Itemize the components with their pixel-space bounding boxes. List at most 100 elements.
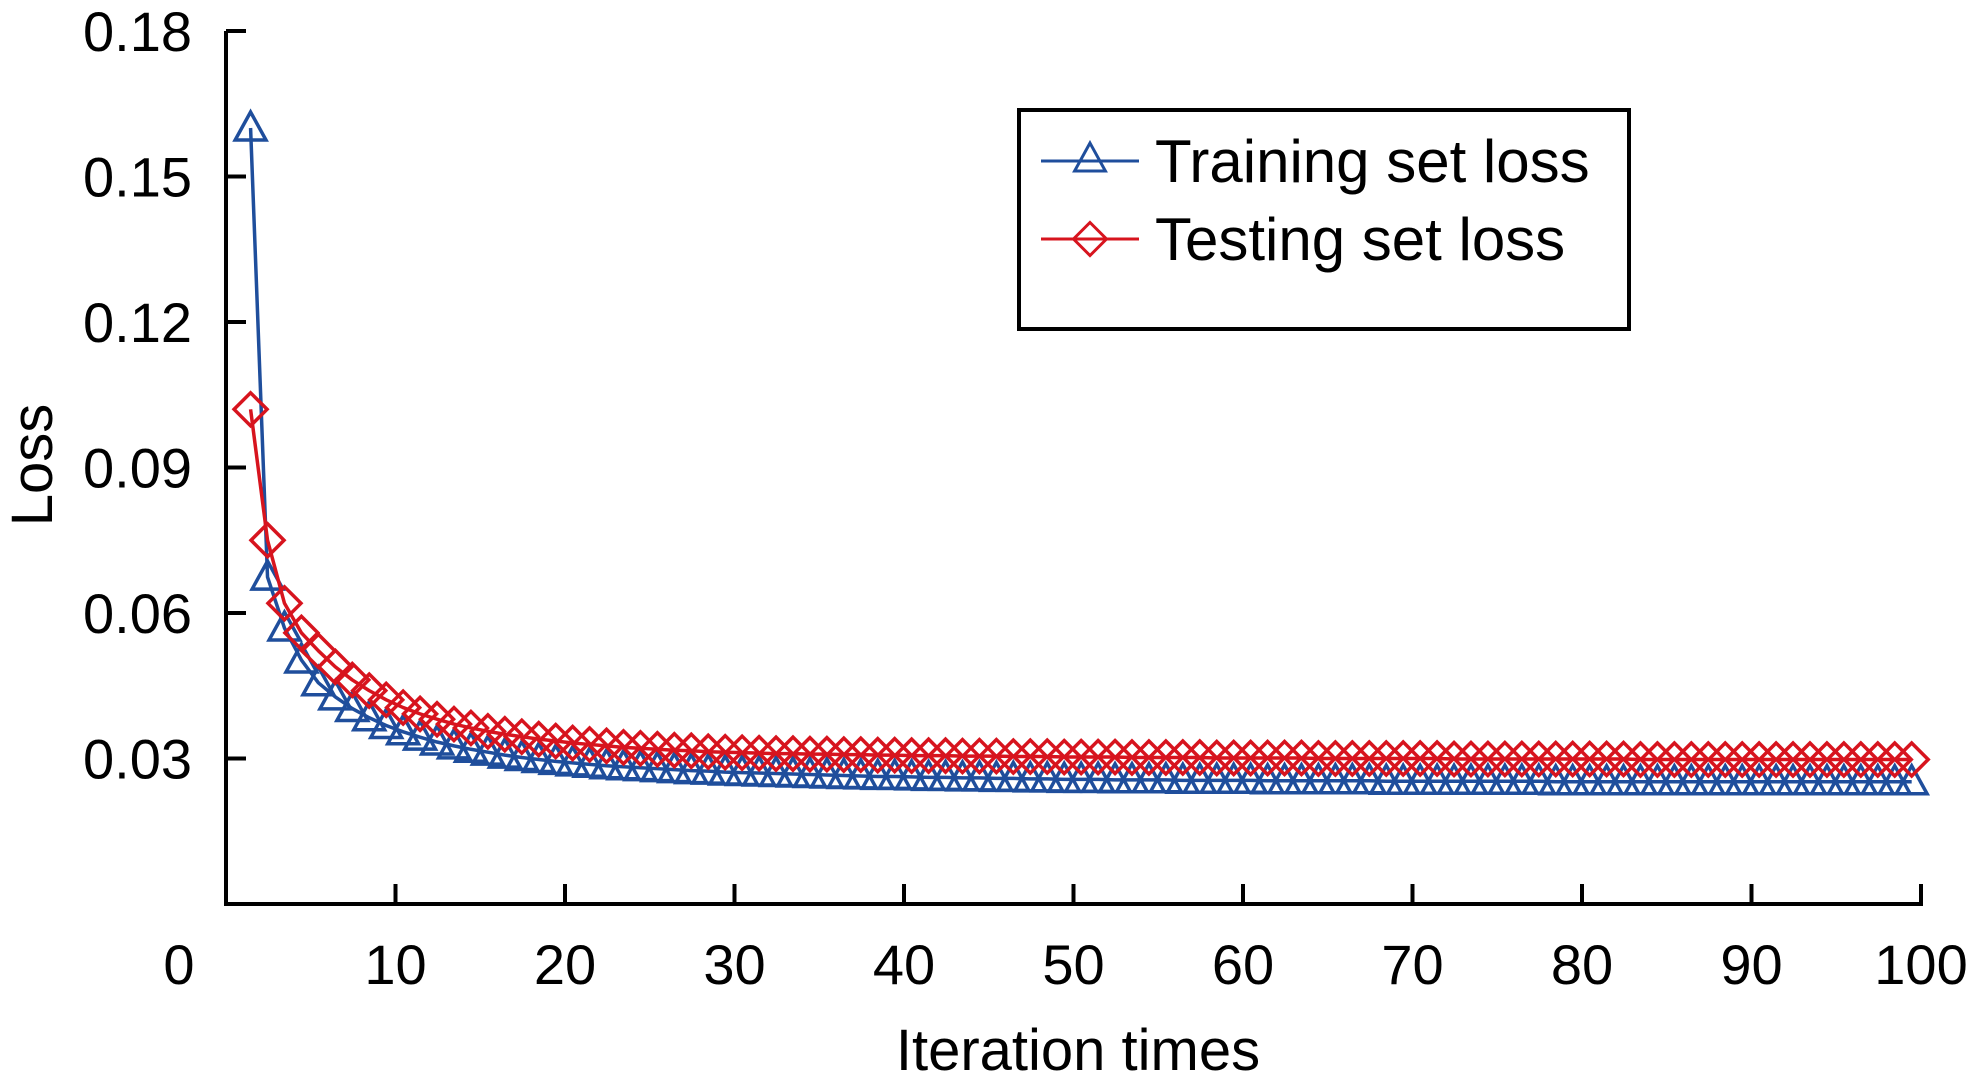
diamond-marker	[1367, 739, 1406, 778]
diamond-marker	[1045, 738, 1084, 777]
diamond-marker	[943, 737, 982, 776]
diamond-marker	[1163, 738, 1202, 777]
x-tick-label: 90	[1720, 933, 1782, 996]
diamond-marker	[604, 728, 643, 767]
diamond-marker	[1638, 740, 1677, 779]
diamond-marker	[1723, 740, 1762, 779]
triangle-marker	[1893, 762, 1931, 796]
diamond-marker	[977, 737, 1016, 776]
x-tick-label: 80	[1551, 933, 1613, 996]
diamond-marker	[1519, 740, 1558, 778]
diamond-marker	[1096, 738, 1135, 777]
series-training	[232, 108, 1931, 796]
diamond-marker	[1028, 737, 1067, 776]
diamond-marker	[892, 736, 931, 775]
diamond-marker	[1299, 739, 1338, 778]
diamond-marker	[1146, 738, 1185, 777]
diamond-marker	[316, 647, 355, 686]
triangle-marker	[232, 108, 269, 142]
triangle-marker	[452, 729, 490, 764]
legend-item-testing: Testing set loss	[1041, 206, 1565, 273]
diamond-marker	[1079, 738, 1118, 777]
diamond-marker	[960, 737, 999, 776]
triangle-marker	[571, 744, 608, 779]
x-tick-label: 60	[1212, 933, 1274, 996]
diamond-marker	[1621, 740, 1660, 779]
y-axis-title: Loss	[0, 404, 65, 527]
series-line	[248, 127, 1912, 784]
y-tick-label: 0.03	[83, 728, 192, 791]
diamond-marker	[1740, 740, 1779, 779]
triangle-marker	[300, 663, 337, 697]
diamond-marker	[1807, 740, 1846, 779]
x-tick-label: 0	[163, 933, 194, 996]
diamond-marker	[1180, 738, 1219, 777]
triangle-marker	[639, 749, 676, 783]
triangle-marker	[486, 735, 524, 769]
diamond-marker	[519, 720, 558, 759]
diamond-marker	[1333, 739, 1372, 778]
triangle-marker	[333, 688, 371, 723]
diamond-marker	[265, 584, 304, 623]
diamond-marker	[502, 717, 541, 756]
triangle-marker	[554, 743, 591, 777]
diamond-marker	[807, 735, 846, 774]
diamond-marker	[1841, 740, 1880, 779]
series-testing	[231, 390, 1931, 779]
diamond-marker	[1350, 739, 1389, 778]
diamond-marker	[1418, 739, 1457, 778]
legend: Training set loss Testing set loss	[1017, 108, 1631, 331]
y-tick-label: 0.12	[83, 291, 192, 354]
diamond-marker	[231, 390, 270, 429]
diamond-marker	[1655, 740, 1694, 779]
diamond-marker	[909, 736, 948, 775]
diamond-marker	[841, 735, 880, 774]
x-tick-label: 50	[1042, 933, 1104, 996]
diamond-marker	[1265, 739, 1304, 777]
diamond-marker	[1197, 739, 1236, 777]
y-ticks: 0.03 0.06 0.09 0.12 0.15 0.18	[83, 0, 246, 791]
diamond-marker	[672, 731, 711, 770]
diamond-marker	[723, 733, 762, 772]
y-tick-label: 0.06	[83, 582, 192, 645]
diamond-marker	[1502, 740, 1541, 778]
diamond-marker	[1570, 740, 1609, 778]
diamond-marker	[994, 737, 1033, 776]
triangle-marker	[435, 726, 473, 760]
diamond-marker	[1452, 740, 1490, 778]
diamond-marker	[926, 736, 965, 775]
triangle-marker	[418, 722, 456, 756]
triangle-marker	[384, 712, 422, 746]
diamond-marker	[774, 734, 812, 773]
triangle-marker	[605, 747, 642, 781]
diamond-marker	[706, 733, 745, 772]
diamond-marker	[1706, 740, 1745, 779]
triangle-marker	[689, 751, 727, 785]
x-tick-label: 70	[1381, 933, 1443, 996]
y-tick-label: 0.15	[83, 146, 192, 209]
diamond-marker	[1672, 740, 1711, 779]
x-tick-label: 20	[534, 933, 596, 996]
diamond-marker	[333, 660, 372, 699]
x-tick-label: 100	[1874, 933, 1967, 996]
triangle-marker	[503, 737, 541, 772]
diamond-marker	[1129, 738, 1168, 777]
diamond-marker	[638, 730, 677, 769]
triangle-marker	[537, 741, 575, 776]
y-tick-label: 0.09	[83, 437, 192, 500]
diamond-marker	[1875, 740, 1914, 779]
legend-label-training: Training set loss	[1155, 128, 1590, 195]
diamond-marker	[875, 736, 914, 775]
triangle-marker	[655, 750, 693, 784]
triangle-marker	[401, 717, 439, 751]
diamond-marker	[790, 735, 829, 774]
diamond-marker	[536, 722, 575, 761]
x-ticks: 0 10 20 30 40 50 60 70 80 90 100	[163, 884, 1968, 996]
diamond-marker	[1384, 739, 1423, 778]
diamond-marker	[1316, 739, 1355, 778]
x-tick-label: 30	[703, 933, 765, 996]
diamond-marker	[824, 735, 863, 774]
diamond-marker	[367, 680, 406, 719]
diamond-marker	[1282, 739, 1321, 777]
